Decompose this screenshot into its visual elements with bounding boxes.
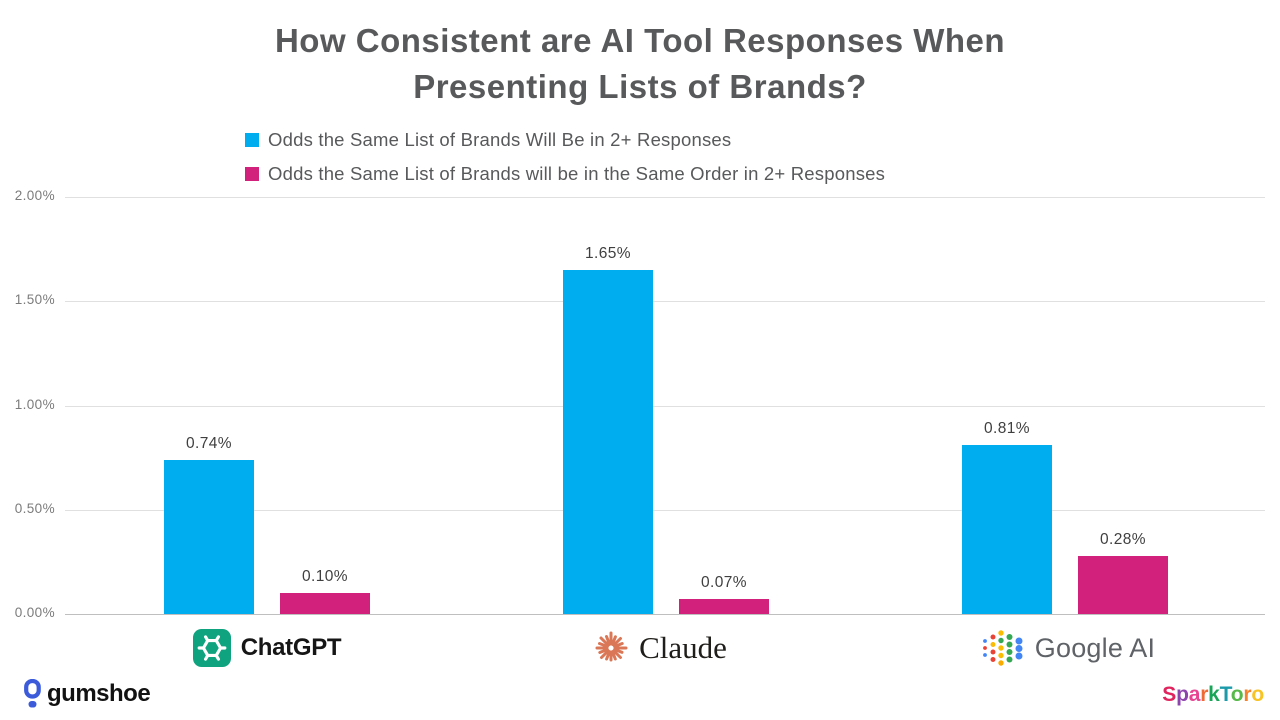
legend: Odds the Same List of Brands Will Be in … bbox=[245, 123, 885, 191]
y-axis-tick-label: 0.00% bbox=[14, 605, 55, 620]
gumshoe-footprint-icon bbox=[24, 679, 41, 708]
gumshoe-logo: gumshoe bbox=[24, 679, 151, 709]
legend-swatch-magenta-icon bbox=[245, 167, 259, 181]
y-axis-tick-label: 1.00% bbox=[14, 396, 55, 412]
bar-chatgpt-series1 bbox=[164, 459, 254, 614]
y-axis-tick-label: 1.50% bbox=[14, 292, 55, 308]
legend-item-series2: Odds the Same List of Brands will be in … bbox=[245, 157, 885, 191]
google-ai-label: Google AI bbox=[1034, 632, 1156, 663]
sparktoro-letter: k bbox=[1208, 683, 1220, 706]
chatgpt-label: ChatGPT bbox=[240, 634, 342, 661]
sparktoro-letter: T bbox=[1219, 683, 1231, 706]
gridline-0.50% bbox=[65, 509, 1265, 511]
sparktoro-letter: o bbox=[1251, 683, 1264, 706]
gumshoe-wordmark: gumshoe bbox=[47, 680, 151, 707]
gridline-1.50% bbox=[65, 301, 1265, 303]
y-axis-tick-label: 2.00% bbox=[14, 188, 55, 203]
claude-label: Claude bbox=[639, 630, 727, 665]
bar-value-label-chatgpt-series1: 0.74% bbox=[186, 434, 232, 452]
gridline-1.00% bbox=[65, 405, 1265, 407]
sparktoro-letter: o bbox=[1230, 683, 1244, 706]
openai-logo-icon bbox=[192, 629, 231, 667]
legend-item-series1: Odds the Same List of Brands Will Be in … bbox=[245, 123, 885, 157]
x-label-chatgpt: ChatGPT bbox=[157, 624, 377, 672]
chart-title-line2: Presenting Lists of Brands? bbox=[413, 68, 867, 105]
sparktoro-letter: r bbox=[1200, 683, 1209, 706]
bar-value-label-chatgpt-series2: 0.10% bbox=[302, 568, 348, 586]
chart-title-line1: How Consistent are AI Tool Responses Whe… bbox=[274, 22, 1006, 59]
legend-label-series2: Odds the Same List of Brands will be in … bbox=[268, 163, 886, 184]
bar-chatgpt-series2 bbox=[280, 593, 370, 614]
bar-value-label-claude-series2: 0.07% bbox=[701, 574, 747, 592]
bar-claude-series1 bbox=[563, 269, 653, 614]
y-axis-tick-label: 0.50% bbox=[14, 500, 55, 516]
sparktoro-letter: p bbox=[1176, 683, 1189, 706]
gridline-0.00% bbox=[65, 614, 1265, 615]
bar-value-label-google-ai-series1: 0.81% bbox=[984, 420, 1030, 438]
chart-title: How Consistent are AI Tool Responses Whe… bbox=[0, 18, 1280, 110]
bar-claude-series2 bbox=[679, 599, 769, 614]
bar-value-label-claude-series1: 1.65% bbox=[585, 244, 631, 262]
gridline-2.00% bbox=[65, 197, 1265, 198]
x-label-claude: Claude bbox=[550, 624, 770, 672]
bar-value-label-google-ai-series2: 0.28% bbox=[1100, 530, 1146, 548]
legend-swatch-blue-icon bbox=[245, 133, 259, 147]
sparktoro-letter: r bbox=[1243, 683, 1252, 706]
bar-google-ai-series2 bbox=[1078, 555, 1168, 614]
sparktoro-letter: a bbox=[1188, 683, 1201, 706]
x-label-google-ai: Google AI bbox=[958, 624, 1178, 672]
sparktoro-letter: S bbox=[1162, 683, 1177, 706]
claude-starburst-icon bbox=[595, 631, 628, 662]
legend-label-series1: Odds the Same List of Brands Will Be in … bbox=[268, 129, 732, 150]
sparktoro-wordmark: SparkToro bbox=[1162, 683, 1264, 707]
bar-google-ai-series1 bbox=[962, 445, 1052, 614]
google-ai-dots-icon bbox=[982, 630, 1023, 666]
